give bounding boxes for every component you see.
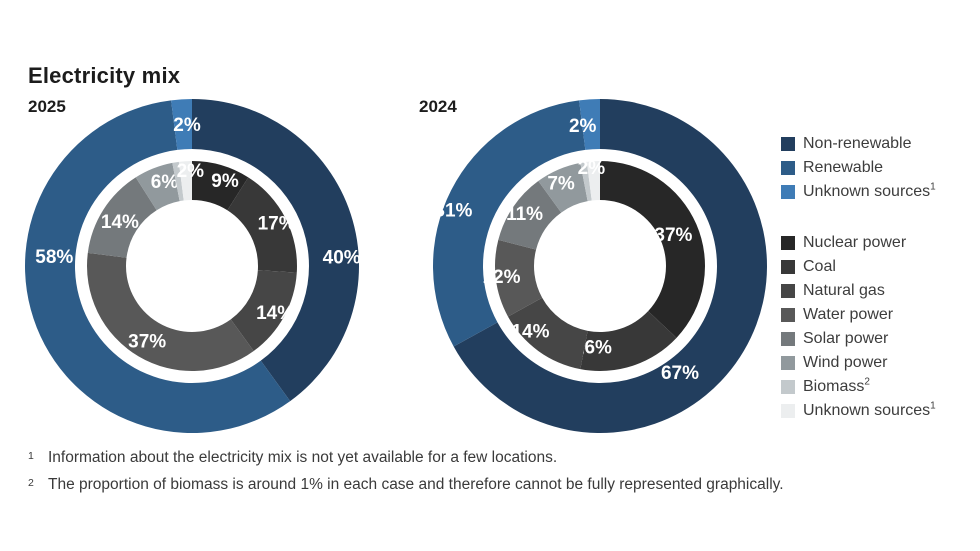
footnote-1-text: Information about the electricity mix is… bbox=[48, 449, 558, 466]
inner-slice-unknown-sources bbox=[586, 161, 600, 201]
legend-color-swatch bbox=[781, 137, 795, 151]
legend-color-swatch bbox=[781, 161, 795, 175]
legend-item-unknown-sources: Unknown sources1 bbox=[781, 180, 936, 204]
inner-slice-water-power bbox=[87, 252, 254, 372]
inner-value-label-unknown-sources: 2% bbox=[177, 161, 205, 182]
inner-value-label-water-power: 12% bbox=[482, 267, 520, 288]
footnote-1-marker: 1 bbox=[28, 450, 34, 462]
inner-slice-nuclear-power bbox=[192, 161, 249, 211]
legend-color-swatch bbox=[781, 236, 795, 250]
outer-value-label-renewable: 58% bbox=[35, 247, 73, 268]
outer-slice-non-renewable bbox=[453, 99, 768, 434]
inner-value-label-wind-power: 6% bbox=[151, 172, 179, 193]
inner-slice-unknown-sources bbox=[178, 161, 192, 201]
inner-slice-nuclear-power bbox=[600, 161, 706, 338]
outer-slice-renewable bbox=[25, 100, 291, 434]
inner-value-label-nuclear-power: 9% bbox=[211, 171, 239, 192]
inner-value-label-unknown-sources: 2% bbox=[578, 158, 606, 179]
inner-slice-wind-power bbox=[135, 162, 180, 211]
legend-item-label: Unknown sources1 bbox=[803, 181, 936, 200]
inner-slice-natural-gas bbox=[507, 297, 588, 370]
legend-footnote-marker: 2 bbox=[864, 376, 870, 388]
chart-year-label-right: 2024 bbox=[419, 97, 457, 116]
inner-slice-biomass bbox=[580, 161, 592, 202]
footnote-1: 1 Information about the electricity mix … bbox=[28, 449, 784, 467]
legend-item-water-power: Water power bbox=[781, 303, 936, 327]
page-title: Electricity mix bbox=[28, 62, 181, 88]
outer-value-label-non-renewable: 67% bbox=[661, 363, 699, 384]
donut-chart-2025: 40%58%2%9%17%14%37%14%6%2% bbox=[25, 99, 361, 434]
inner-value-label-solar-power: 11% bbox=[506, 204, 543, 225]
inner-slice-wind-power bbox=[538, 162, 588, 213]
inner-value-label-wind-power: 7% bbox=[547, 173, 575, 194]
legend-group-inner-ring: Nuclear power Coal Natural gas Water power S… bbox=[781, 231, 936, 423]
legend-item-label: Water power bbox=[803, 306, 894, 323]
legend-color-swatch bbox=[781, 260, 795, 274]
legend-item-coal: Coal bbox=[781, 255, 936, 279]
outer-value-label-unknown-sources: 2% bbox=[569, 116, 597, 137]
chart-year-label-left: 2025 bbox=[28, 97, 66, 116]
legend-group-outer-ring: Non-renewable Renewable Unknown sources1 bbox=[781, 132, 936, 204]
inner-value-label-natural-gas: 14% bbox=[256, 303, 294, 324]
legend-item-label: Wind power bbox=[803, 354, 888, 371]
legend-footnote-marker: 1 bbox=[930, 400, 936, 412]
legend: Non-renewable Renewable Unknown sources1 Nu… bbox=[781, 132, 936, 423]
inner-value-label-water-power: 37% bbox=[128, 331, 166, 352]
legend-item-label: Unknown sources1 bbox=[803, 400, 936, 419]
legend-item-non-renewable: Non-renewable bbox=[781, 132, 936, 156]
legend-item-label: Nuclear power bbox=[803, 234, 907, 251]
legend-item-unknown-sources: Unknown sources1 bbox=[781, 399, 936, 423]
legend-color-swatch bbox=[781, 284, 795, 298]
legend-item-solar-power: Solar power bbox=[781, 327, 936, 351]
outer-value-label-non-renewable: 40% bbox=[323, 248, 361, 269]
inner-slice-biomass bbox=[172, 161, 184, 202]
outer-slice-non-renewable bbox=[192, 99, 360, 402]
legend-item-label: Solar power bbox=[803, 330, 889, 347]
inner-value-label-coal: 17% bbox=[258, 214, 296, 235]
inner-slice-water-power bbox=[495, 239, 543, 317]
footnotes: 1 Information about the electricity mix … bbox=[28, 449, 784, 503]
legend-item-label: Natural gas bbox=[803, 282, 885, 299]
outer-value-label-unknown-sources: 2% bbox=[173, 115, 201, 136]
legend-item-biomass: Biomass2 bbox=[781, 375, 936, 399]
legend-item-natural-gas: Natural gas bbox=[781, 279, 936, 303]
legend-color-swatch bbox=[781, 332, 795, 346]
inner-slice-solar-power bbox=[87, 177, 157, 258]
legend-item-wind-power: Wind power bbox=[781, 351, 936, 375]
legend-item-label: Renewable bbox=[803, 159, 884, 176]
legend-item-label: Non-renewable bbox=[803, 135, 912, 152]
legend-item-label: Coal bbox=[803, 258, 836, 275]
inner-slice-solar-power bbox=[498, 181, 562, 250]
inner-slice-natural-gas bbox=[230, 270, 297, 351]
legend-color-swatch bbox=[781, 380, 795, 394]
legend-color-swatch bbox=[781, 185, 795, 199]
footnote-2-text: The proportion of biomass is around 1% i… bbox=[48, 476, 784, 493]
footnote-2-marker: 2 bbox=[28, 477, 34, 489]
legend-color-swatch bbox=[781, 404, 795, 418]
inner-slice-coal bbox=[580, 311, 677, 372]
legend-item-nuclear-power: Nuclear power bbox=[781, 231, 936, 255]
outer-slice-renewable bbox=[433, 100, 586, 347]
legend-item-renewable: Renewable bbox=[781, 156, 936, 180]
inner-value-label-nuclear-power: 37% bbox=[654, 225, 692, 246]
legend-item-label: Biomass2 bbox=[803, 376, 870, 395]
inner-value-label-solar-power: 14% bbox=[101, 212, 139, 233]
outer-slice-unknown-sources bbox=[171, 99, 192, 150]
inner-slice-coal bbox=[227, 177, 297, 273]
legend-color-swatch bbox=[781, 308, 795, 322]
outer-slice-unknown-sources bbox=[579, 99, 600, 150]
legend-footnote-marker: 1 bbox=[930, 181, 936, 193]
footnote-2: 2 The proportion of biomass is around 1%… bbox=[28, 476, 784, 494]
outer-value-label-renewable: 31% bbox=[434, 201, 472, 222]
donut-chart-2024: 67%31%2%37%16%14%12%11%7%2% bbox=[433, 99, 768, 434]
legend-color-swatch bbox=[781, 356, 795, 370]
inner-value-label-natural-gas: 14% bbox=[511, 322, 549, 343]
